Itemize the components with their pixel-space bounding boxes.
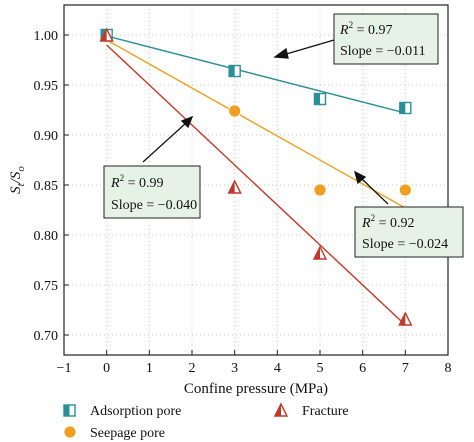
x-tick-label: −1: [57, 361, 72, 376]
y-title-main: S: [8, 186, 24, 194]
annotation-box: [354, 206, 464, 258]
annotation-slope: Slope = −0.024: [362, 237, 448, 252]
annotation-slope: Slope = −0.040: [111, 198, 197, 213]
point-half-filled-triangle-0: [99, 27, 114, 42]
annotation-adsorption-fit: R2 = 0.97 Slope = −0.011: [333, 13, 439, 65]
y-tick-label: 0.85: [34, 179, 59, 194]
annotation-r2: R2 = 0.92: [361, 213, 414, 231]
point-half-filled-square-3: [399, 101, 412, 115]
arrow-adsorption: [282, 39, 335, 56]
annotation-slope: Slope = −0.011: [340, 44, 426, 59]
y-tick-label: 0.95: [34, 79, 59, 94]
x-tick-label: 8: [445, 361, 452, 376]
fit-lines: [106, 35, 406, 326]
arrow-fracture-head: [180, 115, 194, 129]
y-title-sep: /S: [8, 171, 24, 184]
x-tick-label: 3: [231, 361, 238, 376]
y-tick-label: 0.90: [34, 129, 59, 144]
annotation-box: [333, 13, 439, 65]
point-half-filled-triangle-3: [398, 311, 413, 326]
annotation-arrows: [142, 39, 389, 205]
x-tick-label: 2: [189, 361, 196, 376]
x-tick-label: 0: [103, 361, 110, 376]
y-title-sub1: t: [15, 182, 27, 186]
y-title-sub2: o: [15, 166, 27, 172]
legend-label-seepage: Seepage pore: [90, 426, 165, 441]
legend-marker-adsorption: [63, 404, 76, 417]
x-tick-label: 4: [274, 361, 281, 376]
point-circle-3: [398, 183, 412, 197]
arrow-seepage: [360, 177, 389, 205]
y-tick-label: 0.75: [34, 279, 59, 294]
arrow-fracture: [142, 122, 187, 163]
axis-ticks: −1 0 1 2 3 4 5 6 7 8 0.70 0.75 0.80 0.85 0.90 0.95 1.00: [34, 29, 452, 376]
y-tick-label: 1.00: [34, 29, 59, 44]
point-half-filled-square-1: [228, 64, 241, 78]
x-tick-label: 6: [359, 361, 366, 376]
legend-item-adsorption: Adsorption pore: [63, 404, 181, 419]
x-tick-label: 5: [317, 361, 324, 376]
point-half-filled-square-2: [313, 92, 327, 106]
y-tick-label: 0.80: [34, 229, 59, 244]
arrow-adsorption-head: [273, 47, 289, 59]
y-tick-label: 0.70: [34, 329, 59, 344]
legend-item-fracture: Fracture: [273, 402, 349, 419]
point-circle-2: [313, 183, 327, 197]
point-half-filled-triangle-2: [312, 245, 328, 260]
annotation-box: [103, 165, 201, 219]
legend-marker-seepage: [63, 425, 77, 439]
annotation-r2: R2 = 0.99: [110, 173, 163, 191]
plot-frame: [63, 4, 449, 356]
legend: Adsorption pore Fracture Seepage pore: [63, 402, 349, 441]
fit-line-1: [106, 39, 406, 209]
point-circle-1: [228, 104, 242, 118]
legend-label-fracture: Fracture: [302, 404, 349, 419]
x-tick-label: 7: [402, 361, 409, 376]
annotation-r2: R2 = 0.97: [339, 20, 392, 38]
point-half-filled-triangle-1: [227, 179, 242, 194]
data-points: [99, 27, 413, 326]
fit-line-2: [106, 44, 406, 326]
arrow-seepage-head: [353, 170, 367, 185]
y-axis-title: St/So: [8, 166, 27, 194]
x-axis-title: Confine pressure (MPa): [184, 381, 328, 397]
x-tick-label: 1: [146, 361, 153, 376]
legend-marker-fracture: [273, 402, 289, 417]
legend-item-seepage: Seepage pore: [63, 425, 165, 441]
legend-label-adsorption: Adsorption pore: [90, 404, 181, 419]
annotation-fracture-fit: R2 = 0.99 Slope = −0.040: [103, 165, 201, 219]
annotation-seepage-fit: R2 = 0.92 Slope = −0.024: [354, 206, 464, 258]
fit-line-0: [106, 35, 406, 114]
